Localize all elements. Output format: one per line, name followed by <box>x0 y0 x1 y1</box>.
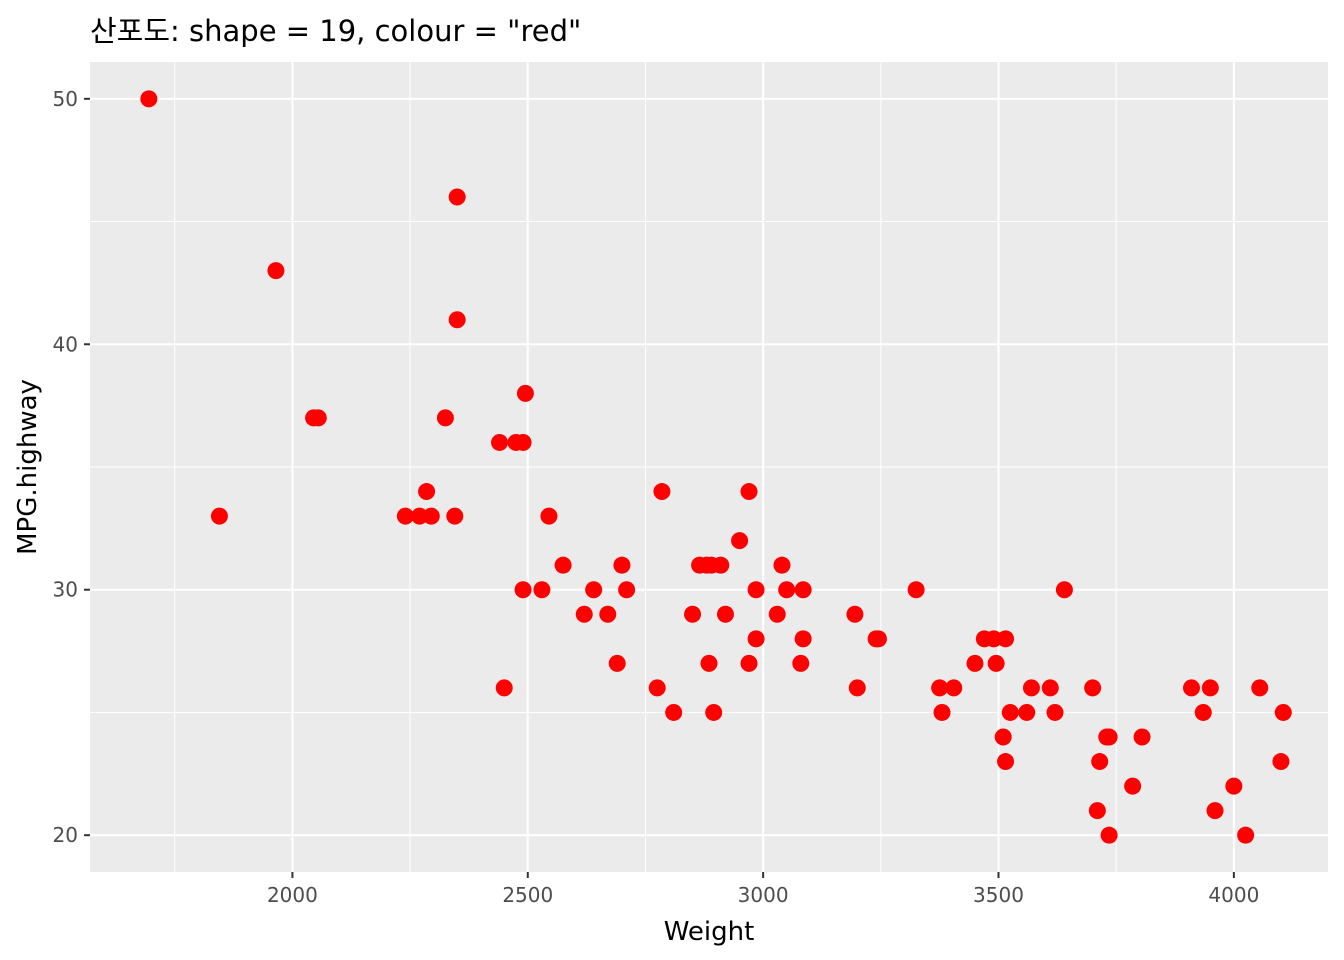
data-point <box>773 556 791 574</box>
data-point <box>994 728 1012 746</box>
data-point <box>396 507 414 525</box>
data-point <box>700 654 718 672</box>
data-point <box>1194 703 1212 721</box>
data-point <box>731 532 749 550</box>
data-point <box>1100 826 1118 844</box>
data-point <box>794 581 812 599</box>
data-point <box>267 262 285 280</box>
data-point <box>618 581 636 599</box>
data-point <box>1272 753 1290 771</box>
data-points <box>140 90 1292 844</box>
data-point <box>931 679 949 697</box>
data-point <box>747 630 765 648</box>
data-point <box>716 605 734 623</box>
data-point <box>794 630 812 648</box>
data-point <box>997 753 1015 771</box>
data-point <box>554 556 572 574</box>
data-point <box>1088 802 1106 820</box>
data-point <box>740 483 758 501</box>
data-point <box>436 409 454 427</box>
data-point <box>422 507 440 525</box>
data-point <box>140 90 158 108</box>
data-point <box>514 433 532 451</box>
data-point <box>684 605 702 623</box>
x-tick-label: 4000 <box>1208 883 1259 907</box>
data-point <box>907 581 925 599</box>
data-point <box>966 654 984 672</box>
data-point <box>516 384 534 402</box>
data-point <box>613 556 631 574</box>
x-tick-label: 2500 <box>502 883 553 907</box>
data-point <box>792 654 810 672</box>
data-point <box>448 311 466 329</box>
y-axis-ticks: 20 30 40 50 <box>53 87 90 847</box>
data-point <box>1055 581 1073 599</box>
data-point <box>778 581 796 599</box>
y-tick-label: 40 <box>53 332 78 356</box>
data-point <box>575 605 593 623</box>
data-point <box>768 605 786 623</box>
data-point <box>491 433 509 451</box>
data-point <box>1201 679 1219 697</box>
data-point <box>411 507 429 525</box>
data-point <box>1225 777 1243 795</box>
data-point <box>1046 703 1064 721</box>
data-point <box>1001 703 1019 721</box>
data-point <box>648 679 666 697</box>
data-point <box>1206 802 1224 820</box>
x-tick-label: 3000 <box>738 883 789 907</box>
y-tick-label: 50 <box>53 87 78 111</box>
data-point <box>985 630 1003 648</box>
x-tick-label: 2000 <box>267 883 318 907</box>
data-point <box>1237 826 1255 844</box>
x-axis-ticks: 2000 2500 3000 3500 4000 <box>267 872 1259 907</box>
data-point <box>1084 679 1102 697</box>
data-point <box>1182 679 1200 697</box>
x-axis-title: Weight <box>664 917 755 947</box>
data-point <box>848 679 866 697</box>
data-point <box>705 703 723 721</box>
data-point <box>1274 703 1292 721</box>
data-point <box>665 703 683 721</box>
data-point <box>712 556 730 574</box>
data-point <box>448 188 466 206</box>
data-point <box>514 581 532 599</box>
data-point <box>933 703 951 721</box>
data-point <box>585 581 603 599</box>
data-point <box>747 581 765 599</box>
data-point <box>987 654 1005 672</box>
data-point <box>533 581 551 599</box>
major-gridlines <box>90 62 1328 872</box>
y-tick-label: 20 <box>53 823 78 847</box>
data-point <box>1022 679 1040 697</box>
data-point <box>740 654 758 672</box>
data-point <box>446 507 464 525</box>
data-point <box>1133 728 1151 746</box>
data-point <box>653 483 671 501</box>
data-point <box>1100 728 1118 746</box>
data-point <box>418 483 436 501</box>
data-point <box>846 605 864 623</box>
data-point <box>599 605 617 623</box>
data-point <box>309 409 327 427</box>
y-axis-title: MPG.highway <box>13 379 43 555</box>
data-point <box>1018 703 1036 721</box>
data-point <box>210 507 228 525</box>
data-point <box>945 679 963 697</box>
data-point <box>1091 753 1109 771</box>
data-point <box>608 654 626 672</box>
chart-title: 산포도: shape = 19, colour = "red" <box>90 14 581 48</box>
x-tick-label: 3500 <box>973 883 1024 907</box>
data-point <box>495 679 513 697</box>
y-tick-label: 30 <box>53 578 78 602</box>
data-point <box>1041 679 1059 697</box>
data-point <box>540 507 558 525</box>
data-point <box>1124 777 1142 795</box>
data-point <box>997 630 1015 648</box>
data-point <box>869 630 887 648</box>
data-point <box>1251 679 1269 697</box>
